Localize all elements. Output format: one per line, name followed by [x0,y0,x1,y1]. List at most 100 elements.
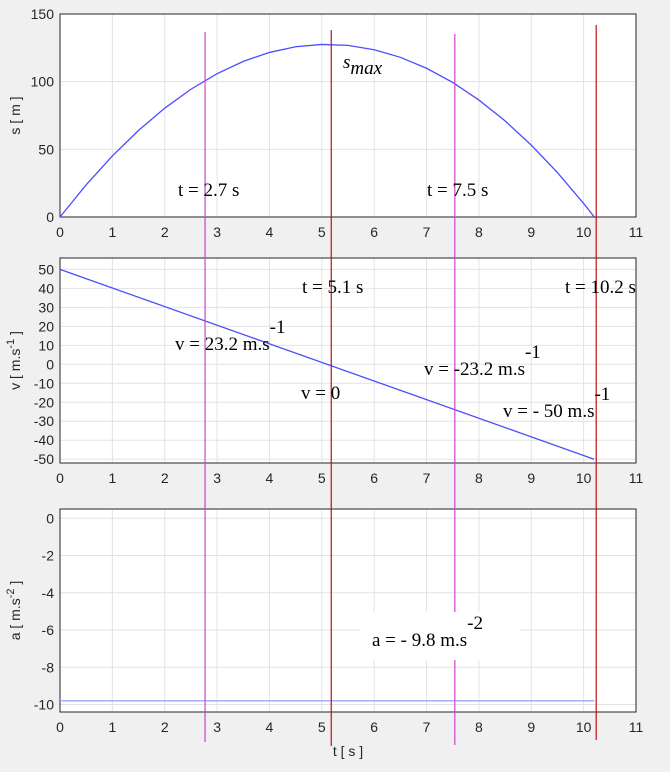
x-tick-label: 2 [161,470,169,486]
y-axis-label-end: ] [7,331,23,339]
x-tick-label: 8 [475,224,483,240]
annotation-sup: -2 [467,613,483,634]
annotation-text: t = 10.2 s [565,277,636,298]
y-tick-label: -40 [34,432,54,448]
annotation: t = 2.7 s [178,180,239,201]
x-tick-label: 3 [213,719,221,735]
data-line [59,43,595,218]
annotation-text: v = 23.2 m.s [175,334,270,355]
x-tick-label: 2 [161,719,169,735]
x-tick-label: 10 [576,470,592,486]
x-tick-label: 0 [56,224,64,240]
annotation-text: t = 2.7 s [178,180,239,201]
x-tick-label: 9 [527,224,535,240]
x-tick-label: 10 [576,224,592,240]
x-tick-label: 7 [423,719,431,735]
axes-box [59,13,637,218]
x-tick-label: 1 [108,719,116,735]
x-tick-label: 6 [370,470,378,486]
y-tick-label: 50 [38,141,54,157]
y-axis-label: a [ m.s-2 ] [5,581,23,641]
axes-box [59,508,637,713]
x-tick-label: 3 [213,224,221,240]
annotation-sub: max [350,58,382,79]
y-tick-label: 150 [31,6,55,22]
x-tick-label: 11 [629,719,644,735]
x-tick-label: 4 [266,470,274,486]
plot-area [60,14,636,217]
x-tick-label: 3 [213,470,221,486]
annotation: v = 23.2 m.s-1 [175,317,285,355]
y-axis-label-sup: -1 [5,339,17,349]
data-line [59,268,595,460]
annotation: a = - 9.8 m.s-2 [372,613,483,651]
y-axis-label-sup: -2 [5,588,17,598]
x-tick-label: 11 [629,224,644,240]
annotation-text: t = 5.1 s [302,277,363,298]
y-tick-label: 0 [46,356,54,372]
y-tick-label: 10 [38,337,54,353]
x-axis-label: t [ s ] [333,743,363,759]
x-tick-label: 5 [318,719,326,735]
annotation-text: t = 7.5 s [427,180,488,201]
y-tick-label: -10 [34,697,54,713]
axes-box [59,257,637,464]
x-tick-label: 1 [108,470,116,486]
x-tick-label: 0 [56,470,64,486]
x-tick-label: 8 [475,470,483,486]
annotation-text: a = - 9.8 m.s [372,630,467,651]
x-tick-label: 8 [475,719,483,735]
x-tick-label: 5 [318,224,326,240]
annotation-text: s [343,52,350,73]
annotation: smax [343,52,383,79]
x-tick-label: 0 [56,719,64,735]
x-tick-label: 11 [629,470,644,486]
x-tick-label: 9 [527,470,535,486]
x-tick-label: 7 [423,224,431,240]
y-axis-label-text: a [ m.s [7,598,23,640]
annotation: t = 10.2 s [565,277,636,298]
annotation: t = 7.5 s [427,180,488,201]
annotation-sup: -1 [270,317,286,338]
x-tick-label: 6 [370,719,378,735]
x-tick-label: 7 [423,470,431,486]
annotation-sup: -1 [594,384,610,405]
annotation-text: v = -23.2 m.s [424,359,525,380]
y-tick-label: -30 [34,413,54,429]
x-tick-label: 2 [161,224,169,240]
y-tick-label: -2 [42,548,55,564]
x-tick-label: 6 [370,224,378,240]
y-tick-label: -8 [42,659,55,675]
y-axis-label-text: s [ m ] [7,96,23,134]
x-tick-label: 4 [266,224,274,240]
y-tick-label: 0 [46,510,54,526]
annotation: t = 5.1 s [302,277,363,298]
annotation-sup: -1 [525,342,541,363]
y-axis-label-end: ] [7,581,23,589]
annotation-background [360,612,520,660]
y-tick-label: 100 [31,74,55,90]
x-tick-label: 1 [108,224,116,240]
annotation: v = 0 [301,383,340,404]
x-tick-label: 5 [318,470,326,486]
y-axis-label: s [ m ] [7,96,23,134]
y-tick-label: -6 [42,622,55,638]
y-tick-label: -10 [34,375,54,391]
y-tick-label: 40 [38,280,54,296]
x-tick-label: 10 [576,719,592,735]
annotation-text: v = 0 [301,383,340,404]
y-tick-label: -50 [34,451,54,467]
y-tick-label: 0 [46,209,54,225]
y-tick-label: -4 [42,585,55,601]
annotation: v = -23.2 m.s-1 [424,342,541,380]
y-tick-label: 50 [38,261,54,277]
y-tick-label: 20 [38,318,54,334]
plot-area [60,509,636,712]
y-tick-label: 30 [38,299,54,315]
y-axis-label-text: v [ m.s [7,349,23,390]
y-tick-label: -20 [34,394,54,410]
y-axis-label: v [ m.s-1 ] [5,331,23,390]
x-tick-label: 9 [527,719,535,735]
x-tick-label: 4 [266,719,274,735]
